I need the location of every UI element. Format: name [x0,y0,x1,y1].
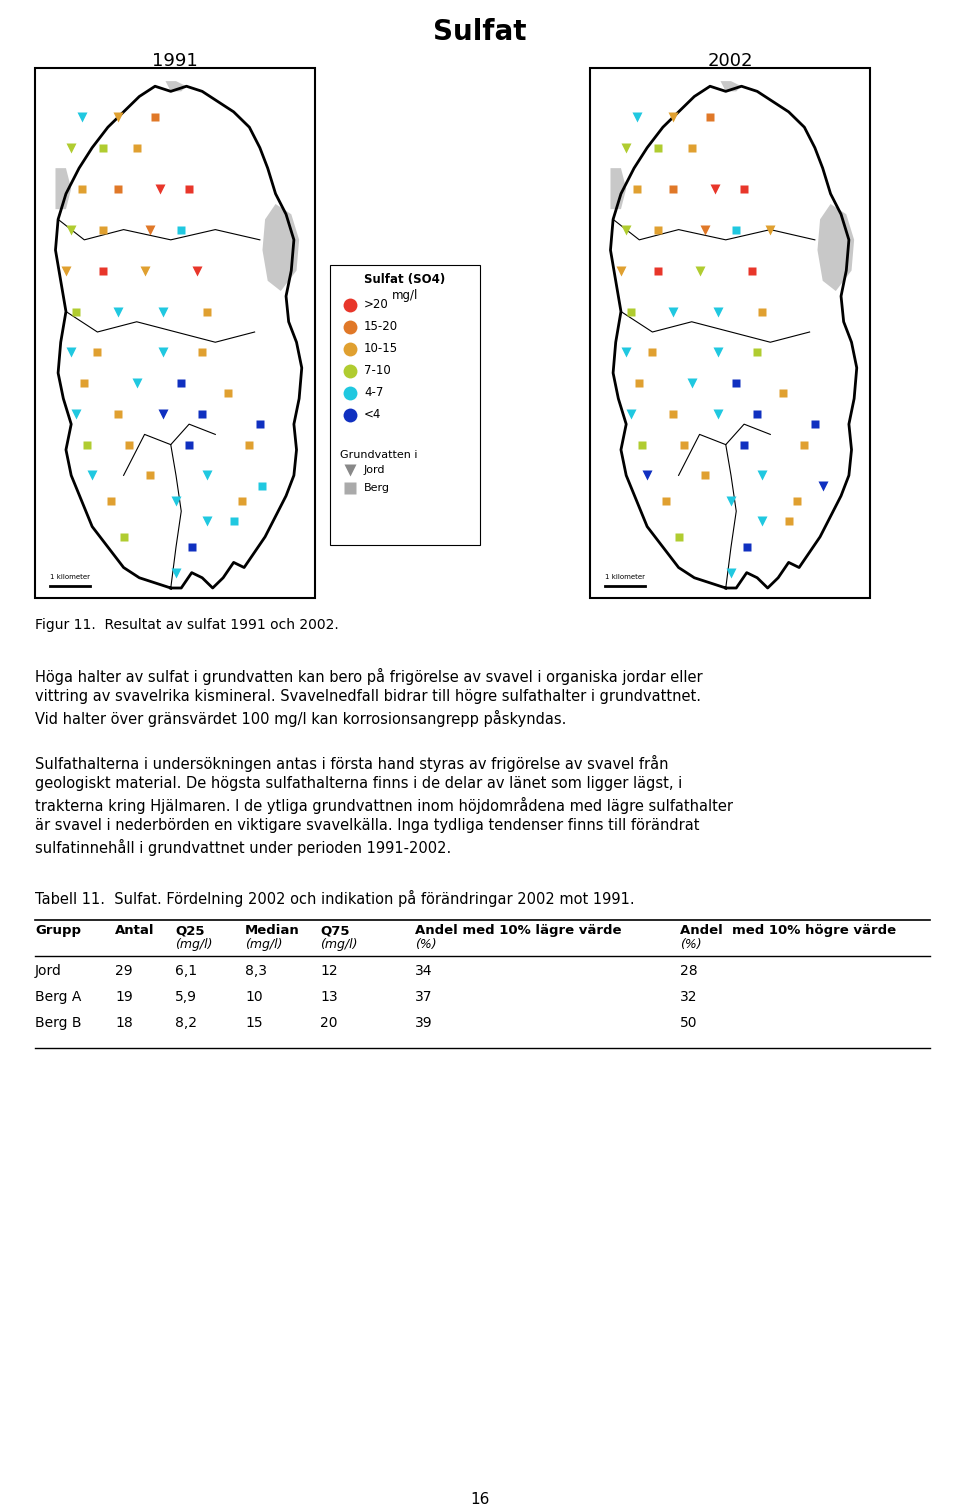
Text: Median: Median [245,925,300,937]
Text: (mg/l): (mg/l) [175,938,212,950]
Text: Grupp: Grupp [35,925,81,937]
Text: 34: 34 [415,964,433,978]
Text: Q25: Q25 [175,925,204,937]
Text: 37: 37 [415,990,433,1003]
Text: 29: 29 [115,964,132,978]
Text: Berg A: Berg A [35,990,82,1003]
Text: (mg/l): (mg/l) [320,938,357,950]
Polygon shape [262,204,300,292]
Text: 8,2: 8,2 [175,1015,197,1031]
Text: >20: >20 [364,299,389,311]
Bar [35,68,315,598]
Text: 8,3: 8,3 [245,964,267,978]
Text: 16: 16 [470,1491,490,1506]
Polygon shape [818,204,854,292]
Text: geologiskt material. De högsta sulfathalterna finns i de delar av länet som ligg: geologiskt material. De högsta sulfathal… [35,777,683,790]
Text: Höga halter av sulfat i grundvatten kan bero på frigörelse av svavel i organiska: Höga halter av sulfat i grundvatten kan … [35,668,703,684]
Text: Figur 11.  Resultat av sulfat 1991 och 2002.: Figur 11. Resultat av sulfat 1991 och 20… [35,618,339,632]
Text: 10: 10 [245,990,263,1003]
Polygon shape [56,86,301,588]
Text: 10-15: 10-15 [364,343,398,355]
Text: (%): (%) [680,938,702,950]
Text: 2002: 2002 [708,51,753,70]
Text: 6,1: 6,1 [175,964,197,978]
Text: Antal: Antal [115,925,155,937]
Text: Berg: Berg [364,484,390,493]
Text: 1991: 1991 [152,51,198,70]
Text: vittring av svavelrika kismineral. Svavelnedfall bidrar till högre sulfathalter : vittring av svavelrika kismineral. Svave… [35,689,701,704]
Text: (mg/l): (mg/l) [245,938,282,950]
Text: Berg B: Berg B [35,1015,82,1031]
Text: 1 kilometer: 1 kilometer [50,574,90,580]
Bar [590,68,870,598]
Text: 13: 13 [320,990,338,1003]
Text: Andel med 10% lägre värde: Andel med 10% lägre värde [415,925,621,937]
Text: Q75: Q75 [320,925,349,937]
Text: 28: 28 [680,964,698,978]
Text: trakterna kring Hjälmaren. I de ytliga grundvattnen inom höjdområdena med lägre : trakterna kring Hjälmaren. I de ytliga g… [35,796,733,814]
Text: 50: 50 [680,1015,698,1031]
Text: 7-10: 7-10 [364,364,391,378]
Text: 5,9: 5,9 [175,990,197,1003]
Text: <4: <4 [364,408,381,422]
Text: Jord: Jord [364,465,386,474]
Text: Vid halter över gränsvärdet 100 mg/l kan korrosionsangrepp påskyndas.: Vid halter över gränsvärdet 100 mg/l kan… [35,710,566,727]
Bar [330,264,480,545]
Text: Sulfathalterna i undersökningen antas i första hand styras av frigörelse av svav: Sulfathalterna i undersökningen antas i … [35,756,668,772]
Text: 12: 12 [320,964,338,978]
Text: Sulfat (SO4): Sulfat (SO4) [365,273,445,286]
Polygon shape [611,168,626,209]
Text: Jord: Jord [35,964,61,978]
Text: 18: 18 [115,1015,132,1031]
Text: 4-7: 4-7 [364,387,383,399]
Text: 15: 15 [245,1015,263,1031]
Text: Tabell 11.  Sulfat. Fördelning 2002 och indikation på förändringar 2002 mot 1991: Tabell 11. Sulfat. Fördelning 2002 och i… [35,890,635,907]
Text: är svavel i nederbörden en viktigare svavelkälla. Inga tydliga tendenser finns t: är svavel i nederbörden en viktigare sva… [35,817,700,833]
Text: 32: 32 [680,990,698,1003]
Text: Andel  med 10% högre värde: Andel med 10% högre värde [680,925,896,937]
Polygon shape [611,86,856,588]
Text: 15-20: 15-20 [364,320,398,334]
Text: Sulfat: Sulfat [433,18,527,45]
Text: (%): (%) [415,938,437,950]
Text: Grundvatten i: Grundvatten i [340,450,418,459]
Text: mg/l: mg/l [392,289,419,302]
Polygon shape [165,82,186,91]
Polygon shape [721,82,741,91]
Text: 19: 19 [115,990,132,1003]
Text: 39: 39 [415,1015,433,1031]
Text: 20: 20 [320,1015,338,1031]
Polygon shape [56,168,71,209]
Text: 1 kilometer: 1 kilometer [605,574,645,580]
Text: sulfatinnehåll i grundvattnet under perioden 1991-2002.: sulfatinnehåll i grundvattnet under peri… [35,839,451,857]
